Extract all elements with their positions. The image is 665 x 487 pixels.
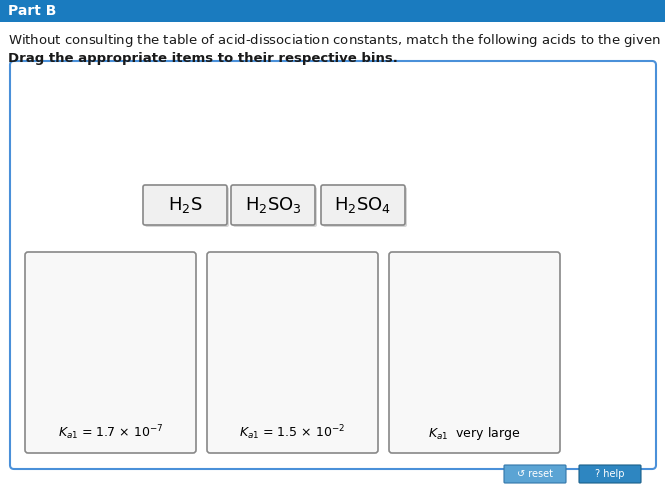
Text: $K_{a1}$ = 1.5 × 10$^{-2}$: $K_{a1}$ = 1.5 × 10$^{-2}$ [239, 423, 346, 442]
Text: $K_{a1}$ = 1.7 × 10$^{-7}$: $K_{a1}$ = 1.7 × 10$^{-7}$ [58, 423, 163, 442]
FancyBboxPatch shape [25, 252, 196, 453]
Text: $K_{a1}$  very large: $K_{a1}$ very large [428, 425, 521, 442]
Text: Without consulting the table of acid-dissociation constants, match the following: Without consulting the table of acid-dis… [8, 32, 665, 49]
Text: H$_2$SO$_3$: H$_2$SO$_3$ [245, 195, 301, 215]
FancyBboxPatch shape [207, 252, 378, 453]
FancyBboxPatch shape [389, 252, 560, 453]
Text: H$_2$S: H$_2$S [168, 195, 202, 215]
FancyBboxPatch shape [231, 185, 315, 225]
FancyBboxPatch shape [233, 187, 317, 227]
FancyBboxPatch shape [504, 465, 566, 483]
Text: ↺ reset: ↺ reset [517, 469, 553, 479]
Bar [0, 0, 665, 22]
FancyBboxPatch shape [145, 187, 229, 227]
Text: H$_2$SO$_4$: H$_2$SO$_4$ [334, 195, 392, 215]
FancyBboxPatch shape [321, 185, 405, 225]
Text: Part B: Part B [8, 4, 57, 18]
FancyBboxPatch shape [579, 465, 641, 483]
FancyBboxPatch shape [10, 61, 656, 469]
Text: ? help: ? help [595, 469, 624, 479]
FancyBboxPatch shape [323, 187, 407, 227]
FancyBboxPatch shape [143, 185, 227, 225]
Text: Drag the appropriate items to their respective bins.: Drag the appropriate items to their resp… [8, 52, 398, 65]
